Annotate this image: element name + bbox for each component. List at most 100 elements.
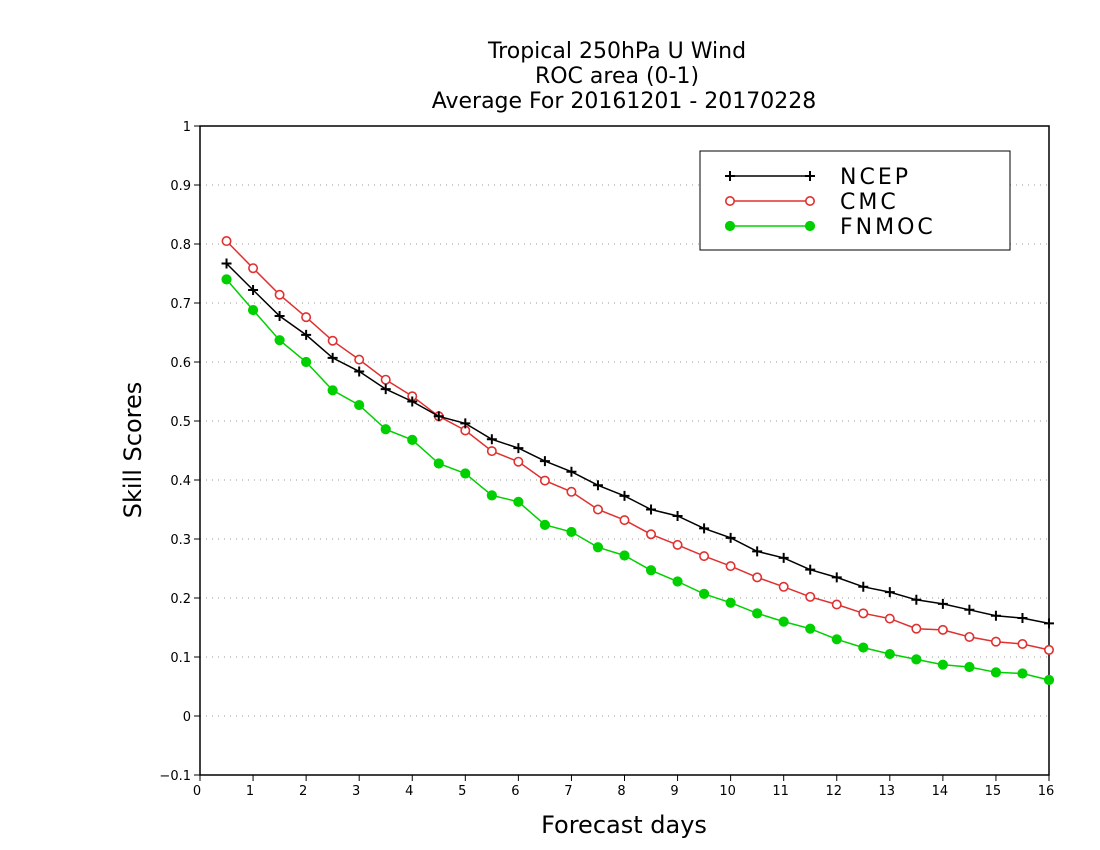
ncep-point (646, 504, 657, 515)
title-line-3: Average For 20161201 - 20170228 (432, 89, 817, 114)
ncep-point (911, 594, 922, 605)
cmc-point (380, 374, 391, 385)
fnmoc-point (380, 424, 391, 435)
grid (200, 184, 1049, 717)
ncep-point (248, 285, 259, 296)
legend-item-cmc: CMC (724, 190, 899, 215)
fnmoc-point (221, 274, 232, 285)
x-tick-label: 5 (458, 784, 466, 799)
x-tick-label: 12 (825, 784, 842, 799)
fnmoc-point (990, 667, 1002, 678)
y-axis-title: Skill Scores (119, 382, 147, 519)
title-line-1: Tropical 250hPa U Wind (487, 39, 746, 64)
y-tick-label: −0.1 (159, 769, 191, 784)
fnmoc-point (672, 576, 683, 587)
legend-marker-fnmoc (804, 220, 816, 232)
fnmoc-point (592, 542, 604, 553)
ncep-point (964, 604, 975, 615)
legend-label-cmc: CMC (840, 190, 899, 215)
y-tick-label: 0.3 (170, 533, 191, 548)
ncep-point (805, 564, 816, 575)
legend-label-ncep: NCEP (840, 165, 911, 190)
ncep-point (937, 598, 948, 609)
fnmoc-point (619, 550, 630, 561)
ncep-line (225, 262, 1050, 625)
cmc-point (274, 289, 285, 300)
cmc-point (752, 572, 763, 583)
fnmoc-point (698, 588, 710, 599)
fnmoc-point (247, 304, 259, 316)
cmc-point (566, 486, 577, 497)
x-tick-label: 0 (193, 784, 201, 799)
cmc-point (672, 539, 683, 550)
x-tick-label: 16 (1038, 784, 1055, 799)
y-tick-label: 0.4 (170, 474, 191, 489)
x-tick-label: 4 (405, 784, 413, 799)
cmc-point (884, 613, 895, 624)
x-tick-label: 14 (932, 784, 949, 799)
cmc-point (990, 636, 1001, 647)
ncep-point (725, 532, 736, 543)
fnmoc-point (645, 565, 657, 576)
legend-marker-fnmoc (724, 220, 736, 232)
ncep-point (301, 329, 312, 340)
cmc-point (301, 312, 312, 323)
ncep-point (433, 411, 444, 422)
fnmoc-point (486, 490, 497, 501)
cmc-point (831, 599, 842, 610)
y-tick-label: 0.2 (170, 592, 191, 607)
ncep-point (407, 396, 418, 407)
title-line-2: ROC area (0-1) (535, 64, 699, 89)
x-tick-label: 15 (985, 784, 1002, 799)
fnmoc-point (858, 642, 869, 653)
fnmoc-point (937, 659, 948, 670)
fnmoc-point (460, 468, 471, 479)
fnmoc-point (1017, 668, 1028, 679)
x-tick-label: 1 (246, 784, 254, 799)
ncep-point (539, 456, 550, 467)
fnmoc-point (301, 356, 312, 368)
legend-label-fnmoc: FNMOC (840, 215, 936, 240)
ncep-point (1017, 613, 1028, 624)
y-tick-label: 0.8 (170, 238, 191, 253)
x-tick-label: 8 (617, 784, 625, 799)
ncep-point (354, 366, 365, 377)
ncep-point (566, 466, 577, 477)
cmc-point (327, 335, 338, 346)
cmc-point (486, 446, 497, 457)
ncep-point (884, 587, 895, 598)
ncep-point (619, 490, 630, 501)
x-tick-label: 9 (670, 784, 678, 799)
cmc-point (592, 504, 603, 515)
chart-title: Tropical 250hPa U Wind ROC area (0-1) Av… (432, 39, 817, 114)
cmc-point (539, 475, 550, 486)
cmc-point (646, 529, 657, 540)
ncep-point (221, 258, 232, 269)
x-tick-label: 6 (511, 784, 519, 799)
fnmoc-point (911, 654, 922, 665)
cmc-point (725, 561, 736, 572)
y-tick-label: 0.5 (170, 415, 191, 430)
y-tick-label: 0 (183, 710, 191, 725)
x-tick-label: 7 (564, 784, 572, 799)
y-tick-label: 0.6 (170, 356, 191, 371)
legend-marker-cmc (804, 196, 815, 207)
ncep-point (513, 443, 524, 454)
cmc-point (248, 263, 259, 274)
ncep-point (592, 480, 603, 491)
fnmoc-point (433, 458, 444, 469)
legend-marker-ncep (725, 171, 735, 181)
cmc-point (1017, 639, 1028, 650)
cmc-point (858, 608, 869, 619)
cmc-point (619, 515, 630, 526)
legend-marker-ncep (805, 171, 815, 181)
fnmoc-point (725, 597, 736, 608)
ncep-point (274, 310, 285, 321)
fnmoc-point (752, 608, 763, 619)
y-tick-label: 0.1 (170, 651, 191, 666)
cmc-point (937, 624, 948, 635)
series-ncep (221, 258, 1054, 629)
